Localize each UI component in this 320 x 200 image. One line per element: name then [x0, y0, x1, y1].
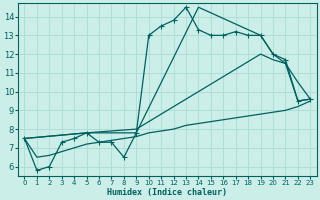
- X-axis label: Humidex (Indice chaleur): Humidex (Indice chaleur): [108, 188, 228, 197]
